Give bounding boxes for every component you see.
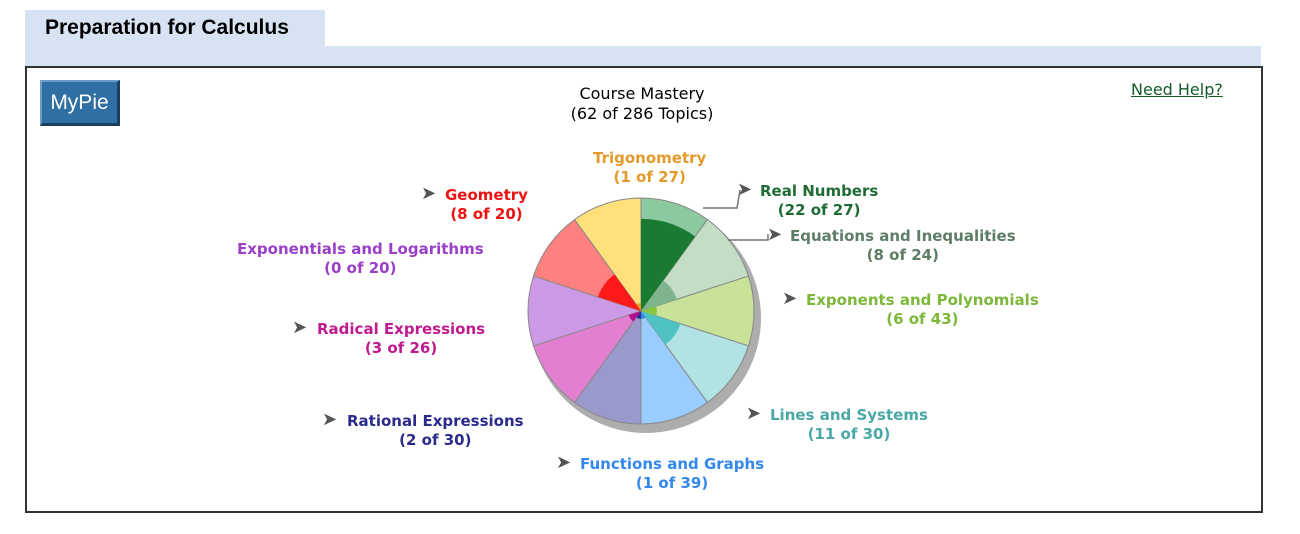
slice-label-name: Exponentials and Logarithms — [237, 240, 484, 258]
chart-title: Course Mastery — [579, 84, 705, 103]
slice-label-count: (1 of 27) — [613, 168, 686, 186]
slice-label-count: (22 of 27) — [777, 201, 861, 219]
slice-mastery-geometry — [598, 274, 641, 311]
arrow-icon: ➤ — [767, 224, 783, 245]
slice-radical-expressions[interactable] — [532, 310, 643, 404]
slice-mastery-rational-expressions — [636, 311, 641, 319]
slice-trigonometry[interactable] — [573, 197, 642, 313]
slice-label-name: Functions and Graphs — [580, 455, 765, 473]
course-title: Preparation for Calculus — [45, 16, 289, 39]
slice-mastery-functions-and-graphs — [641, 311, 646, 319]
slice-label-count: (8 of 24) — [866, 246, 939, 264]
need-help-link[interactable]: Need Help? — [1131, 80, 1223, 99]
tab-bar — [25, 46, 1261, 66]
slice-label-name: Lines and Systems — [770, 406, 928, 424]
slice-label-count: (1 of 39) — [635, 474, 709, 492]
slice-label-name: Exponents and Polynomials — [806, 291, 1039, 309]
slice-label-count: (8 of 20) — [450, 205, 523, 223]
slice-label[interactable]: Equations and Inequalities (8 of 24) — [790, 227, 1016, 265]
slice-label[interactable]: Trigonometry (1 of 27) — [593, 149, 706, 187]
leader-line — [703, 189, 741, 209]
slice-label-name: Real Numbers — [760, 182, 879, 200]
slice-label-name: Geometry — [445, 186, 528, 204]
chart-title-block: Course Mastery (62 of 286 Topics) — [542, 84, 742, 124]
course-tab[interactable]: Preparation for Calculus — [25, 10, 325, 46]
slice-label[interactable]: Lines and Systems (11 of 30) — [770, 406, 928, 444]
mypie-button[interactable]: MyPie — [40, 80, 120, 126]
slice-mastery-exponents-and-polynomials — [641, 306, 657, 316]
arrow-icon: ➤ — [746, 403, 762, 424]
slice-label[interactable]: Geometry (8 of 20) — [445, 186, 528, 224]
slice-label-name: Radical Expressions — [317, 320, 486, 338]
slice-label[interactable]: Exponents and Polynomials (6 of 43) — [806, 291, 1039, 329]
leader-line — [728, 234, 769, 241]
arrow-icon: ➤ — [737, 179, 753, 200]
slice-label-count: (6 of 43) — [886, 310, 959, 328]
arrow-icon: ➤ — [556, 452, 572, 473]
slice-mastery-real-numbers — [641, 218, 696, 311]
slice-label-count: (11 of 30) — [807, 425, 891, 443]
slice-label[interactable]: Radical Expressions (3 of 26) — [317, 320, 485, 358]
arrow-icon: ➤ — [782, 288, 798, 309]
slice-mastery-lines-and-systems — [641, 311, 681, 345]
slice-label-count: (2 of 30) — [399, 431, 472, 449]
slice-rational-expressions[interactable] — [573, 309, 642, 425]
slice-label-count: (0 of 20) — [324, 259, 397, 277]
arrow-icon: ➤ — [322, 409, 338, 430]
slice-mastery-equations-and-inequalities — [641, 280, 677, 311]
arrow-icon: ➤ — [292, 317, 308, 338]
slice-label-name: Trigonometry — [593, 149, 707, 167]
slice-exponentials-and-logarithms[interactable] — [527, 275, 643, 347]
slice-label[interactable]: Functions and Graphs (1 of 39) — [580, 455, 764, 493]
slice-label-name: Rational Expressions — [347, 412, 524, 430]
arrow-icon: ➤ — [421, 183, 437, 204]
slice-label[interactable]: Exponentials and Logarithms (0 of 20) — [237, 240, 484, 278]
slice-label-name: Equations and Inequalities — [790, 227, 1016, 245]
slice-mastery-trigonometry — [636, 303, 641, 311]
slice-exponents-and-polynomials[interactable] — [639, 275, 755, 347]
slice-label[interactable]: Real Numbers (22 of 27) — [760, 182, 878, 220]
slice-label[interactable]: Rational Expressions (2 of 30) — [347, 412, 524, 450]
chart-subtitle: (62 of 286 Topics) — [570, 104, 714, 123]
slice-functions-and-graphs[interactable] — [640, 309, 709, 425]
slice-mastery-radical-expressions — [628, 311, 641, 322]
slice-label-count: (3 of 26) — [364, 339, 438, 357]
